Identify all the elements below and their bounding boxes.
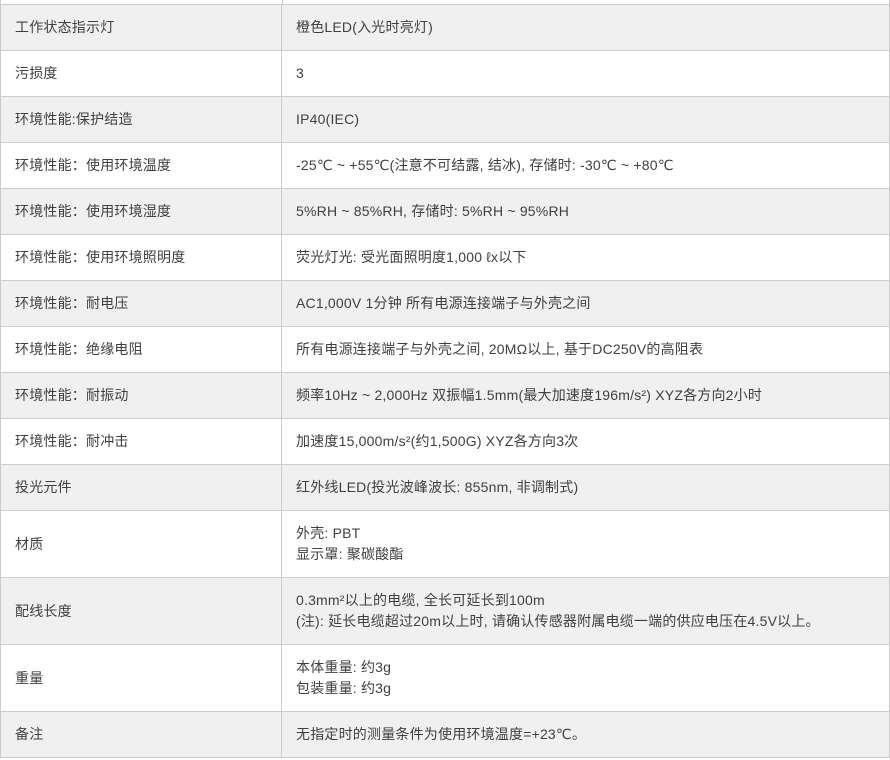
spec-value: AC1,000V 1分钟 所有电源连接端子与外壳之间 (281, 280, 890, 327)
spec-value: 无指定时的测量条件为使用环境温度=+23℃。 (281, 711, 890, 758)
column-divider (282, 0, 283, 4)
table-row-weight: 重量 本体重量: 约3g 包装重量: 约3g (0, 644, 890, 712)
spec-value: 红外线LED(投光波峰波长: 855nm, 非调制式) (281, 464, 890, 511)
spec-value: 3 (281, 50, 890, 97)
spec-label: 环境性能：耐振动 (0, 372, 282, 419)
spec-label: 配线长度 (0, 577, 282, 645)
spec-label: 备注 (0, 711, 282, 758)
table-row-ambient-illuminance: 环境性能：使用环境照明度 荧光灯光: 受光面照明度1,000 ℓx以下 (0, 234, 890, 281)
table-row-withstand-voltage: 环境性能：耐电压 AC1,000V 1分钟 所有电源连接端子与外壳之间 (0, 280, 890, 327)
table-row-insulation-resistance: 环境性能：绝缘电阻 所有电源连接端子与外壳之间, 20MΩ以上, 基于DC250… (0, 326, 890, 373)
spec-label: 环境性能：耐冲击 (0, 418, 282, 465)
spec-value: 本体重量: 约3g 包装重量: 约3g (281, 644, 890, 712)
spec-table-body: 工作状态指示灯 橙色LED(入光时亮灯) 污损度 3 环境性能:保护结造 IP4… (0, 4, 890, 758)
table-row-cable-length: 配线长度 0.3mm²以上的电缆, 全长可延长到100m (注): 延长电缆超过… (0, 577, 890, 645)
spec-value: -25℃ ~ +55℃(注意不可结露, 结冰), 存储时: -30℃ ~ +80… (281, 142, 890, 189)
spec-label: 环境性能:保护结造 (0, 96, 282, 143)
table-row-shock-resistance: 环境性能：耐冲击 加速度15,000m/s²(约1,500G) XYZ各方向3次 (0, 418, 890, 465)
spec-label: 污损度 (0, 50, 282, 97)
spec-value: 荧光灯光: 受光面照明度1,000 ℓx以下 (281, 234, 890, 281)
table-row-ambient-temperature: 环境性能：使用环境温度 -25℃ ~ +55℃(注意不可结露, 结冰), 存储时… (0, 142, 890, 189)
spec-label: 环境性能：使用环境湿度 (0, 188, 282, 235)
spec-value: 所有电源连接端子与外壳之间, 20MΩ以上, 基于DC250V的高阻表 (281, 326, 890, 373)
table-row-pollution-degree: 污损度 3 (0, 50, 890, 97)
spec-label: 投光元件 (0, 464, 282, 511)
spec-value: 橙色LED(入光时亮灯) (281, 4, 890, 51)
table-row-material: 材质 外壳: PBT 显示罩: 聚碳酸酯 (0, 510, 890, 578)
spec-label: 环境性能：耐电压 (0, 280, 282, 327)
spec-label: 重量 (0, 644, 282, 712)
table-row-light-emitting-element: 投光元件 红外线LED(投光波峰波长: 855nm, 非调制式) (0, 464, 890, 511)
spec-label: 环境性能：使用环境照明度 (0, 234, 282, 281)
spec-value: 0.3mm²以上的电缆, 全长可延长到100m (注): 延长电缆超过20m以上… (281, 577, 890, 645)
table-row-ambient-humidity: 环境性能：使用环境湿度 5%RH ~ 85%RH, 存储时: 5%RH ~ 95… (0, 188, 890, 235)
spec-label: 工作状态指示灯 (0, 4, 282, 51)
spec-label: 材质 (0, 510, 282, 578)
spec-value: IP40(IEC) (281, 96, 890, 143)
table-row-remarks: 备注 无指定时的测量条件为使用环境温度=+23℃。 (0, 711, 890, 758)
spec-label: 环境性能：使用环境温度 (0, 142, 282, 189)
spec-label: 环境性能：绝缘电阻 (0, 326, 282, 373)
table-row-protection-structure: 环境性能:保护结造 IP40(IEC) (0, 96, 890, 143)
table-row-vibration-resistance: 环境性能：耐振动 频率10Hz ~ 2,000Hz 双振幅1.5mm(最大加速度… (0, 372, 890, 419)
spec-value: 5%RH ~ 85%RH, 存储时: 5%RH ~ 95%RH (281, 188, 890, 235)
spec-value: 频率10Hz ~ 2,000Hz 双振幅1.5mm(最大加速度196m/s²) … (281, 372, 890, 419)
spec-table: 工作状态指示灯 橙色LED(入光时亮灯) 污损度 3 环境性能:保护结造 IP4… (0, 4, 890, 758)
spec-value: 加速度15,000m/s²(约1,500G) XYZ各方向3次 (281, 418, 890, 465)
spec-value: 外壳: PBT 显示罩: 聚碳酸酯 (281, 510, 890, 578)
cropped-row-top (0, 0, 890, 4)
table-row-status-indicator: 工作状态指示灯 橙色LED(入光时亮灯) (0, 4, 890, 51)
